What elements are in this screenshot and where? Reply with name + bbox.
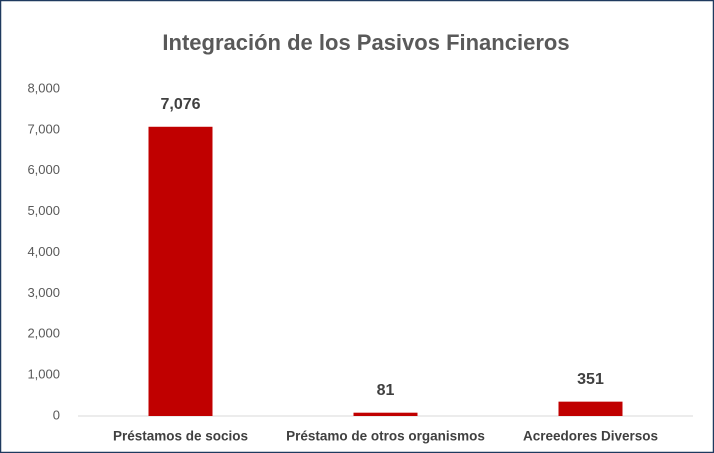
y-tick-label: 6,000 xyxy=(27,162,60,177)
x-tick-label: Préstamos de socios xyxy=(113,429,248,444)
y-tick-label: 7,000 xyxy=(27,121,60,136)
value-label: 81 xyxy=(377,382,395,399)
bar xyxy=(353,412,418,416)
value-label: 351 xyxy=(577,371,604,388)
y-tick-label: 5,000 xyxy=(27,203,60,218)
bar xyxy=(148,126,213,417)
x-tick-label: Préstamo de otros organismos xyxy=(286,429,485,444)
y-tick-label: 3,000 xyxy=(27,285,60,300)
chart-title: Integración de los Pasivos Financieros xyxy=(162,30,569,55)
y-tick-label: 1,000 xyxy=(27,367,60,382)
x-tick-label: Acreedores Diversos xyxy=(523,429,658,444)
y-tick-label: 4,000 xyxy=(27,244,60,259)
y-tick-label: 2,000 xyxy=(27,326,60,341)
bar xyxy=(558,401,623,416)
value-label: 7,076 xyxy=(160,96,200,113)
y-tick-label: 0 xyxy=(53,407,60,422)
y-tick-label: 8,000 xyxy=(27,80,60,95)
